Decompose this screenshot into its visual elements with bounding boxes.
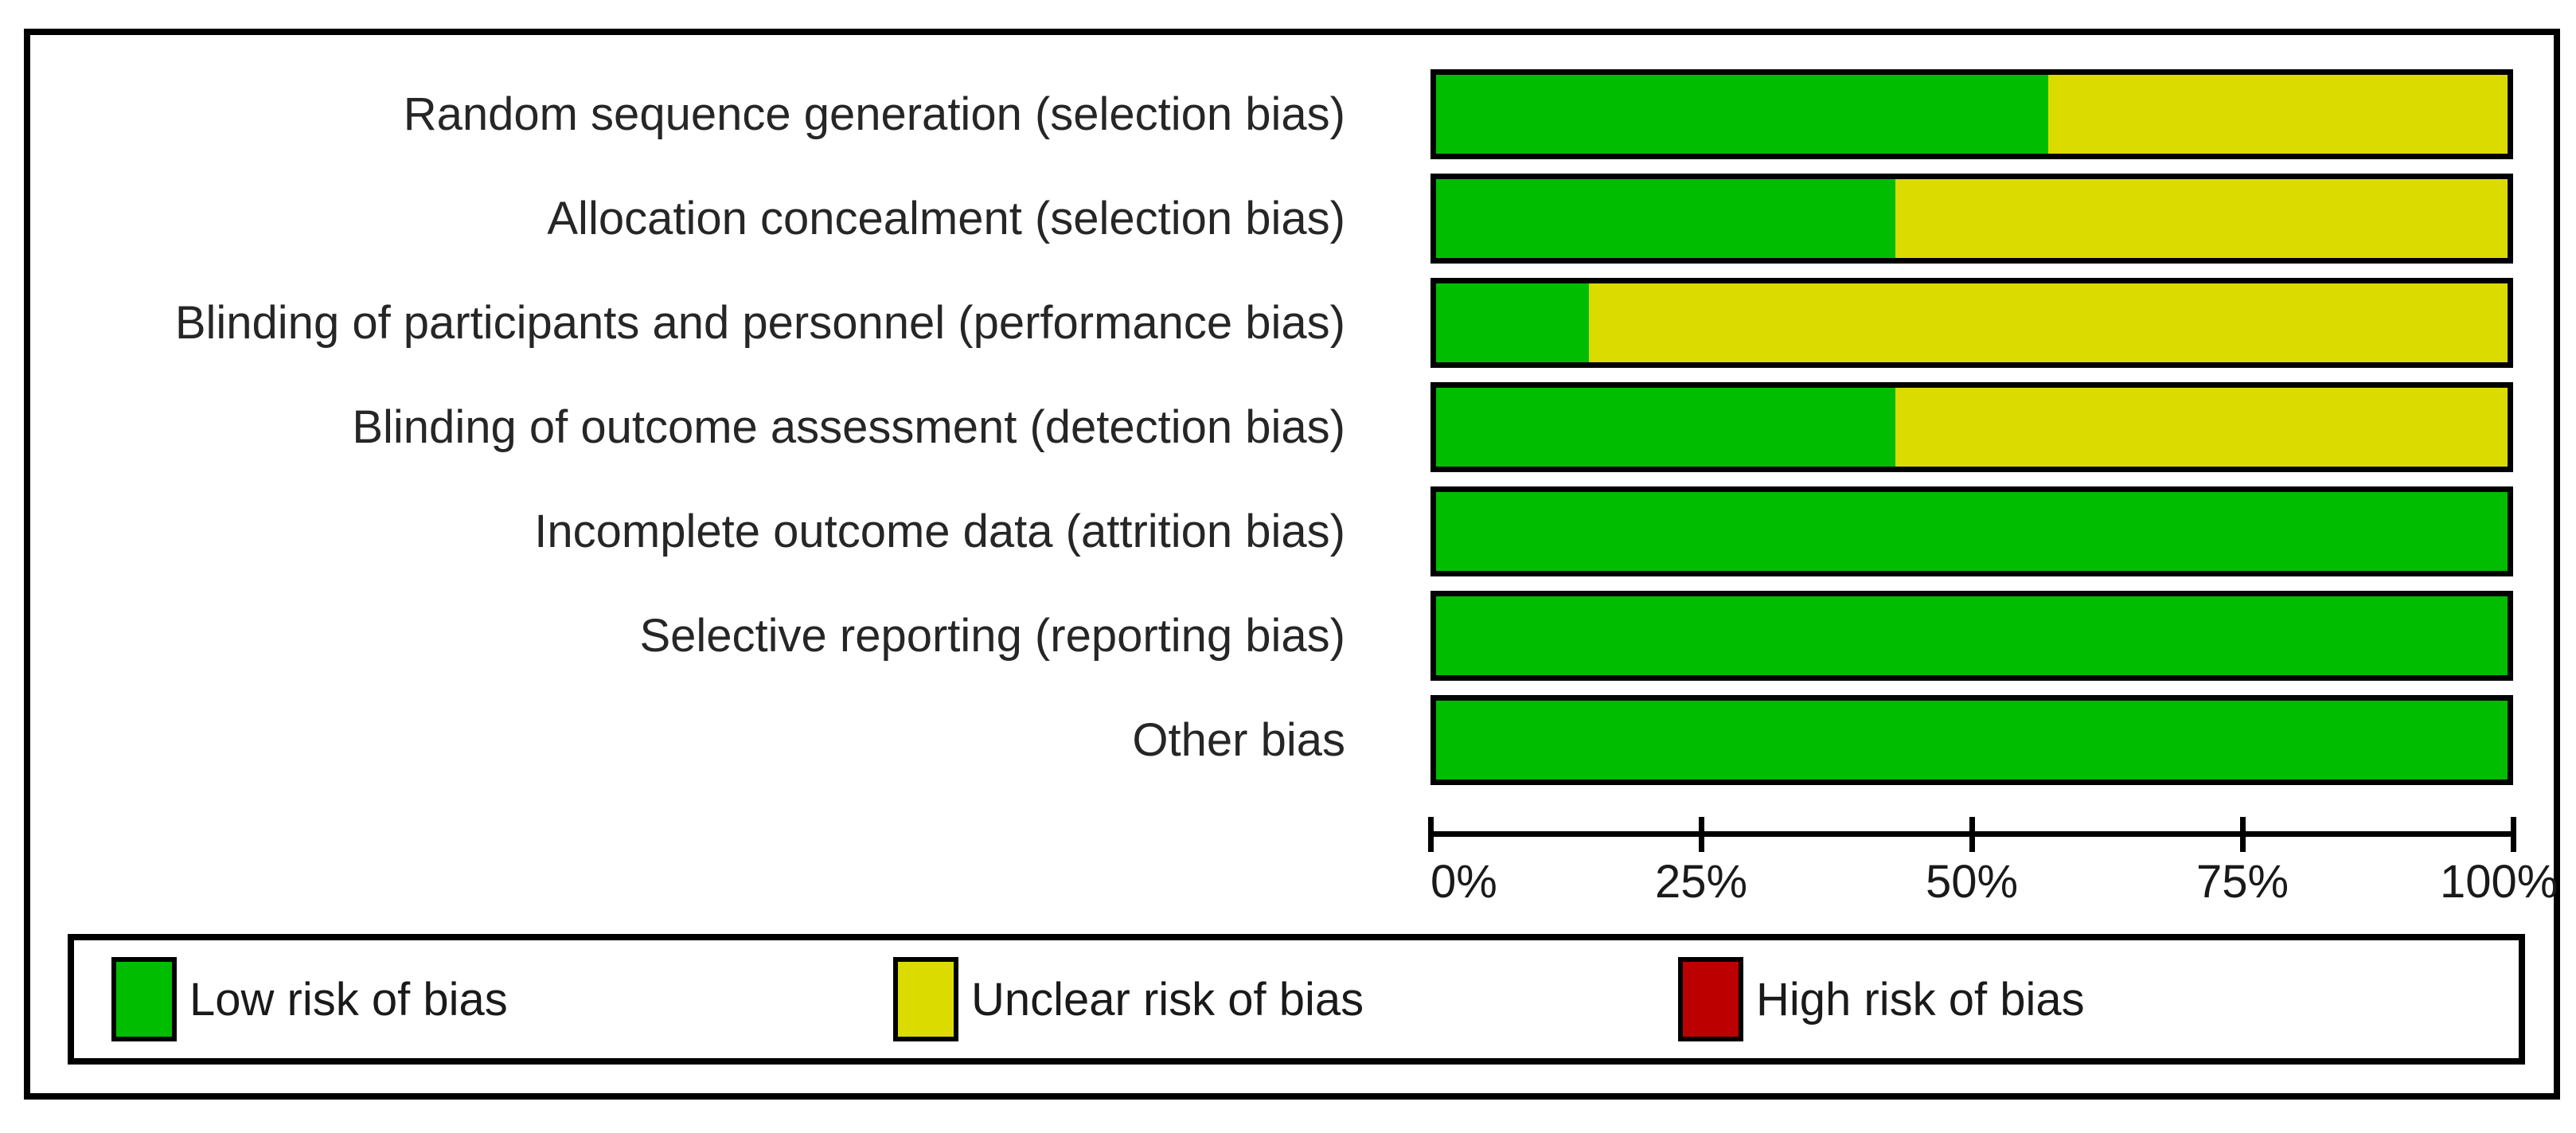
bar-segment-low (1436, 75, 2048, 154)
x-axis-tick (1428, 817, 1434, 852)
stacked-bar (1430, 382, 2513, 472)
chart-row: Incomplete outcome data (attrition bias) (30, 486, 2554, 576)
legend-label: Unclear risk of bias (971, 973, 1364, 1026)
bar-segment-unclear (1589, 283, 2508, 362)
bar-segment-unclear (2047, 75, 2508, 154)
chart-row: Other bias (30, 695, 2554, 785)
legend-item: Unclear risk of bias (893, 940, 1364, 1058)
legend-box: Low risk of bias Unclear risk of bias High… (68, 934, 2525, 1065)
row-label: Other bias (1132, 714, 1345, 766)
bar-segment-low (1436, 492, 2508, 571)
bar-segment-low (1436, 388, 1896, 467)
x-axis-tick-label: 25% (1654, 856, 1748, 908)
stacked-bar (1430, 174, 2513, 264)
x-axis-tick-label: 100% (2440, 856, 2558, 908)
x-axis-tick-label: 75% (2195, 856, 2289, 908)
legend-swatch-high (1678, 957, 1743, 1041)
x-axis-tick (1969, 817, 1975, 852)
legend-swatch-unclear (893, 957, 958, 1041)
bar-segment-low (1436, 179, 1896, 258)
bar-segment-unclear (1895, 179, 2508, 258)
stacked-bar (1430, 486, 2513, 576)
legend-label: Low risk of bias (189, 973, 508, 1026)
row-label: Blinding of participants and personnel (… (174, 297, 1345, 349)
chart-row: Random sequence generation (selection bi… (30, 69, 2554, 159)
row-label: Random sequence generation (selection bi… (403, 88, 1345, 140)
bar-segment-low (1436, 283, 1590, 362)
stacked-bar (1430, 695, 2513, 785)
legend-swatch-low (111, 957, 177, 1041)
stacked-bar (1430, 69, 2513, 159)
risk-of-bias-figure-frame: Random sequence generation (selection bi… (24, 29, 2560, 1100)
chart-row: Selective reporting (reporting bias) (30, 591, 2554, 681)
stacked-bar (1430, 278, 2513, 368)
legend-label: High risk of bias (1756, 973, 2085, 1026)
x-axis-tick (2511, 817, 2516, 852)
chart-row: Blinding of outcome assessment (detectio… (30, 382, 2554, 472)
row-label: Selective reporting (reporting bias) (639, 610, 1345, 662)
x-axis-tick (2240, 817, 2246, 852)
bar-segment-unclear (1895, 388, 2508, 467)
stacked-bar (1430, 591, 2513, 681)
row-label: Blinding of outcome assessment (detectio… (352, 401, 1345, 453)
bar-segment-low (1436, 701, 2508, 779)
chart-row: Allocation concealment (selection bias) (30, 174, 2554, 264)
x-axis-tick-label: 50% (1925, 856, 2019, 908)
legend-item: High risk of bias (1678, 940, 2085, 1058)
bar-segment-low (1436, 596, 2508, 675)
row-label: Incomplete outcome data (attrition bias) (534, 506, 1345, 557)
x-axis-tick (1699, 817, 1704, 852)
legend-item: Low risk of bias (111, 940, 508, 1058)
chart-row: Blinding of participants and personnel (… (30, 278, 2554, 368)
x-axis-tick-label: 0% (1430, 856, 1497, 908)
row-label: Allocation concealment (selection bias) (547, 193, 1345, 244)
